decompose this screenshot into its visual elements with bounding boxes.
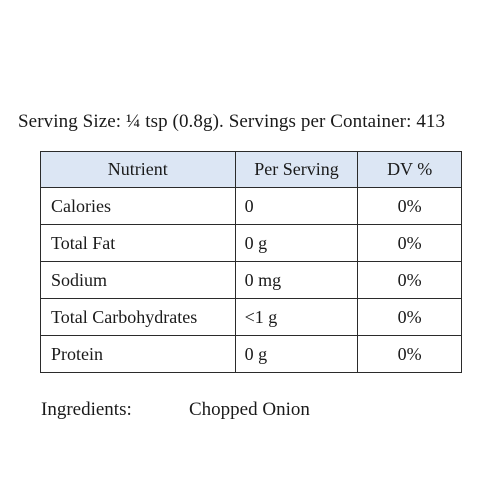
dv-percent-value: 0%	[357, 261, 462, 299]
nutrient-name: Total Carbohydrates	[40, 298, 236, 336]
nutrient-name: Protein	[40, 335, 236, 373]
nutrient-name: Calories	[40, 187, 236, 225]
serving-size-text: Serving Size: ¼ tsp (0.8g). Servings per…	[18, 111, 446, 132]
dv-percent-value: 0%	[357, 298, 462, 336]
header-nutrient: Nutrient	[40, 151, 236, 188]
table-header-row: Nutrient Per Serving DV %	[40, 151, 462, 188]
ingredients-value: Chopped Onion	[189, 399, 310, 420]
per-serving-value: 0	[234, 187, 359, 225]
per-serving-value: 0 mg	[234, 261, 359, 299]
table-row: Calories 0 0%	[40, 187, 462, 225]
ingredients-line: Ingredients: Chopped Onion	[41, 399, 310, 421]
per-serving-value: <1 g	[234, 298, 359, 336]
header-dv-percent: DV %	[357, 151, 462, 188]
per-serving-value: 0 g	[234, 335, 359, 373]
table-row: Total Fat 0 g 0%	[40, 224, 462, 262]
header-per-serving: Per Serving	[234, 151, 359, 188]
table-row: Protein 0 g 0%	[40, 335, 462, 373]
table-row: Total Carbohydrates <1 g 0%	[40, 298, 462, 336]
table-row: Sodium 0 mg 0%	[40, 261, 462, 299]
nutrition-table: Nutrient Per Serving DV % Calories 0 0% …	[40, 151, 462, 373]
per-serving-value: 0 g	[234, 224, 359, 262]
ingredients-label: Ingredients:	[41, 399, 132, 420]
dv-percent-value: 0%	[357, 187, 462, 225]
nutrient-name: Sodium	[40, 261, 236, 299]
dv-percent-value: 0%	[357, 224, 462, 262]
nutrient-name: Total Fat	[40, 224, 236, 262]
dv-percent-value: 0%	[357, 335, 462, 373]
